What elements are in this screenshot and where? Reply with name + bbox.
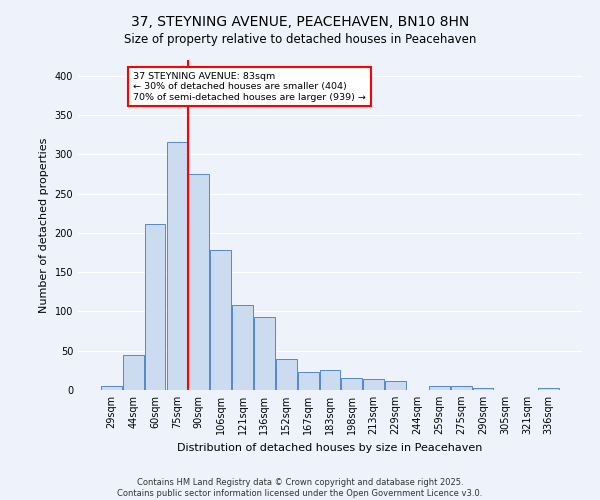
Bar — [298, 372, 319, 390]
Bar — [145, 224, 166, 390]
Bar — [188, 174, 209, 390]
Text: Contains HM Land Registry data © Crown copyright and database right 2025.
Contai: Contains HM Land Registry data © Crown c… — [118, 478, 482, 498]
Bar — [451, 386, 472, 390]
Bar — [232, 305, 253, 390]
Bar — [429, 386, 450, 390]
Bar — [320, 370, 340, 390]
Bar — [167, 142, 187, 390]
Bar — [473, 388, 493, 390]
Bar — [254, 317, 275, 390]
X-axis label: Distribution of detached houses by size in Peacehaven: Distribution of detached houses by size … — [178, 442, 482, 452]
Text: 37 STEYNING AVENUE: 83sqm
← 30% of detached houses are smaller (404)
70% of semi: 37 STEYNING AVENUE: 83sqm ← 30% of detac… — [133, 72, 366, 102]
Bar — [385, 382, 406, 390]
Bar — [341, 378, 362, 390]
Y-axis label: Number of detached properties: Number of detached properties — [39, 138, 49, 312]
Bar — [538, 388, 559, 390]
Bar — [210, 250, 231, 390]
Bar — [364, 379, 384, 390]
Bar — [123, 356, 143, 390]
Bar — [101, 386, 122, 390]
Text: Size of property relative to detached houses in Peacehaven: Size of property relative to detached ho… — [124, 32, 476, 46]
Text: 37, STEYNING AVENUE, PEACEHAVEN, BN10 8HN: 37, STEYNING AVENUE, PEACEHAVEN, BN10 8H… — [131, 15, 469, 29]
Bar — [276, 358, 296, 390]
